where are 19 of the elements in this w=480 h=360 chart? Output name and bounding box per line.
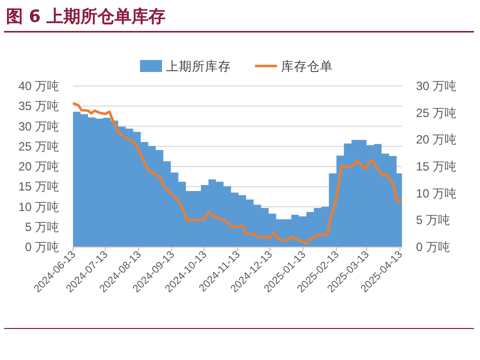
y-tick-label: 5 万吨 bbox=[24, 220, 59, 234]
y-tick-label: 40 万吨 bbox=[18, 79, 59, 93]
y2-tick-label: 20 万吨 bbox=[416, 132, 457, 147]
y2-tick-label: 30 万吨 bbox=[416, 79, 457, 93]
y2-tick-label: 15 万吨 bbox=[416, 160, 457, 174]
y-tick-label: 0 万吨 bbox=[24, 240, 59, 254]
legend-label: 上期所库存 bbox=[166, 60, 231, 74]
chart-title: 图 6 上期所仓单库存 bbox=[6, 7, 166, 27]
y-tick-label: 10 万吨 bbox=[18, 200, 59, 214]
legend-label: 库存仓单 bbox=[281, 60, 333, 74]
y-tick-label: 20 万吨 bbox=[18, 160, 59, 174]
y-tick-label: 35 万吨 bbox=[18, 99, 59, 114]
y2-tick-label: 10 万吨 bbox=[416, 186, 457, 200]
y-tick-label: 30 万吨 bbox=[18, 119, 59, 134]
y2-tick-label: 5 万吨 bbox=[416, 213, 450, 228]
y-tick-label: 25 万吨 bbox=[18, 139, 59, 154]
y2-tick-label: 25 万吨 bbox=[416, 106, 457, 120]
y2-tick-label: 0 万吨 bbox=[416, 240, 450, 254]
y-tick-label: 15 万吨 bbox=[18, 180, 59, 194]
